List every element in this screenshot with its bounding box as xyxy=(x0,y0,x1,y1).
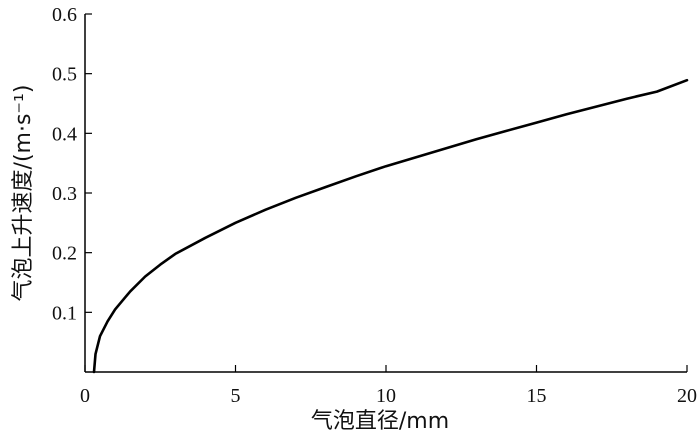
series-line xyxy=(92,78,689,374)
x-tick-label: 20 xyxy=(677,385,697,407)
y-tick-label: 0.2 xyxy=(52,243,77,265)
axes xyxy=(84,14,687,373)
x-tick-label: 0 xyxy=(80,385,90,407)
x-tick-label: 10 xyxy=(376,385,396,407)
y-tick-label: 0.4 xyxy=(52,123,77,145)
y-tick-label: 0.5 xyxy=(52,64,77,86)
y-tick-label: 0.1 xyxy=(52,302,77,324)
x-axis-title: 气泡直径/mm xyxy=(311,409,449,434)
series-group xyxy=(92,78,689,374)
x-tick-label: 15 xyxy=(527,385,547,407)
y-axis-title: 气泡上升速度/(m·s⁻¹) xyxy=(11,85,36,302)
y-tick-label: 0.6 xyxy=(52,4,77,26)
ticks: 0 5 10 15 20 0.1 0.2 0.3 0.4 0.5 0.6 xyxy=(52,4,697,407)
x-tick-label: 5 xyxy=(231,385,241,407)
y-tick-label: 0.3 xyxy=(52,183,77,205)
